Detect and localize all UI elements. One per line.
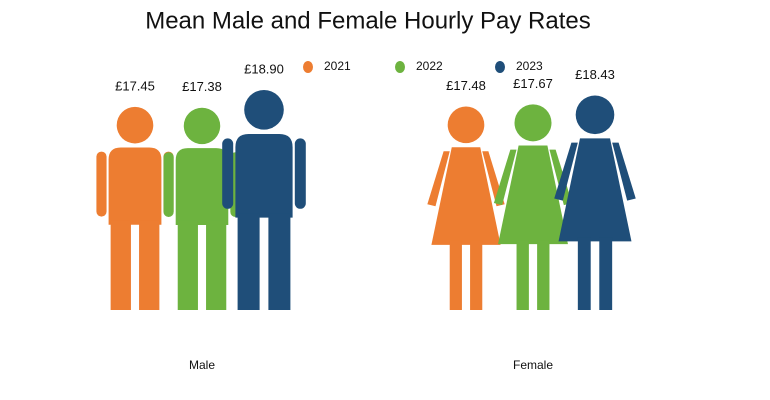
- x-tick-label: Male: [189, 358, 215, 372]
- figure-leg: [139, 220, 160, 310]
- figure-arm: [222, 138, 234, 209]
- figure-arm: [427, 151, 450, 207]
- figure-arm: [294, 138, 306, 209]
- figure-leg: [537, 240, 550, 310]
- figure-body: [108, 147, 162, 225]
- figure: [222, 90, 306, 310]
- data-label: £18.90: [244, 61, 284, 76]
- figure: [163, 107, 241, 310]
- legend-marker: [303, 61, 313, 73]
- figure-leg: [449, 240, 462, 310]
- figure-leg: [206, 220, 227, 310]
- figure-head: [447, 106, 485, 144]
- figure-leg: [110, 220, 131, 310]
- figure-arm: [612, 142, 636, 201]
- data-label: £17.67: [513, 76, 553, 91]
- figure-head: [183, 107, 221, 145]
- data-label: £18.43: [575, 67, 615, 82]
- figure-leg: [599, 237, 613, 310]
- figure-body: [175, 148, 229, 226]
- figure-leg: [177, 220, 198, 310]
- figure-leg: [470, 240, 483, 310]
- figure-body: [498, 145, 568, 245]
- figure: [493, 104, 573, 310]
- figure-head: [244, 90, 284, 130]
- figure-leg: [516, 240, 529, 310]
- legend-marker: [395, 61, 405, 73]
- chart-title: Mean Male and Female Hourly Pay Rates: [145, 7, 591, 34]
- figure-arm: [493, 149, 517, 206]
- figure-leg: [268, 213, 291, 310]
- figure-leg: [237, 213, 260, 310]
- data-label: £17.38: [182, 79, 222, 94]
- figure-head: [116, 106, 154, 144]
- figure-head: [575, 95, 615, 135]
- figure-arm: [554, 142, 578, 201]
- legend-label: 2023: [516, 59, 543, 73]
- figure: [96, 106, 174, 310]
- figure-body: [558, 138, 632, 242]
- figure-head: [514, 104, 552, 142]
- figure-body: [431, 147, 501, 245]
- figure-leg: [577, 237, 591, 310]
- legend-marker: [495, 61, 505, 73]
- figure: [427, 106, 505, 310]
- legend-label: 2021: [324, 59, 351, 73]
- figure: [554, 95, 636, 310]
- legend-label: 2022: [416, 59, 443, 73]
- figure-body: [235, 134, 293, 218]
- data-label: £17.45: [115, 78, 155, 93]
- figure-arm: [96, 151, 107, 217]
- figure-arm: [163, 152, 174, 217]
- x-tick-label: Female: [513, 358, 553, 372]
- data-label: £17.48: [446, 78, 486, 93]
